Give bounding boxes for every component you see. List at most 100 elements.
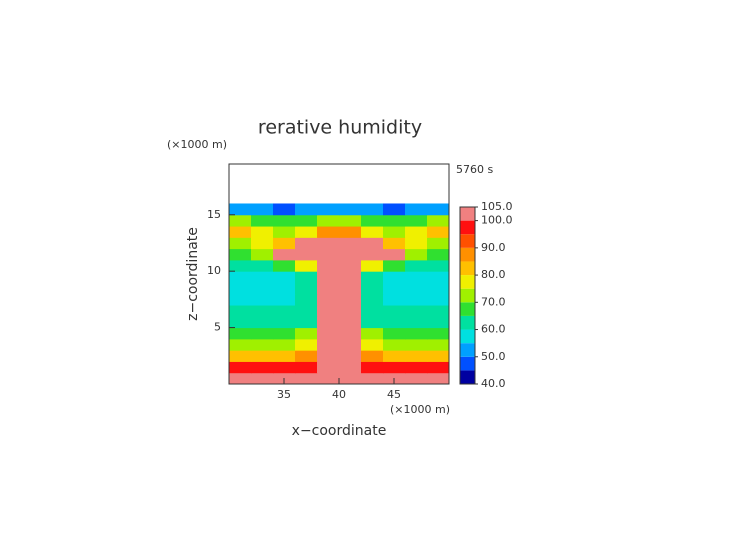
contour-cell (273, 338, 296, 351)
contour-cell (229, 237, 252, 250)
contour-cell (339, 293, 362, 306)
contour-cell (295, 226, 318, 238)
contour-cell (229, 293, 252, 306)
contour-cell (317, 259, 340, 272)
contour-cell (361, 350, 384, 362)
contour-cell (317, 327, 340, 340)
contour-cell (273, 350, 296, 362)
contour-cell (317, 248, 340, 261)
contour-cell (251, 214, 274, 227)
contour-cell (361, 248, 384, 261)
contour-cell (427, 203, 450, 216)
colorbar-band (460, 288, 475, 303)
contour-cell (427, 214, 450, 227)
colorbar-band (460, 343, 475, 357)
contour-cell (405, 248, 428, 261)
contour-cell (317, 338, 340, 351)
colorbar-band (460, 370, 475, 384)
contour-cell (383, 327, 406, 340)
contour-cell (383, 203, 406, 216)
contour-cell (273, 248, 296, 261)
contour-cell (383, 259, 406, 272)
contour-cell (295, 271, 318, 283)
colorbar-band (460, 302, 475, 316)
contour-cell (405, 271, 428, 283)
contour-cell (427, 248, 450, 261)
y-tick-label: 5 (214, 321, 221, 334)
x-tick-label: 40 (332, 388, 346, 401)
contour-cell (273, 237, 296, 250)
contour-cell (251, 327, 274, 340)
contour-cell (317, 361, 340, 374)
contour-cell (229, 248, 252, 261)
contour-cell (427, 237, 450, 250)
contour-cell (229, 316, 252, 329)
contour-cell (339, 350, 362, 362)
contour-cell (317, 282, 340, 295)
colorbar-frame (459, 206, 476, 385)
colorbar-tick-label: 40.0 (481, 377, 506, 390)
contour-cell (339, 327, 362, 340)
contour-cell (295, 282, 318, 295)
contour-cell (251, 316, 274, 329)
contour-cell (295, 237, 318, 250)
contour-cell (251, 248, 274, 261)
contour-cell (317, 372, 340, 385)
contour-cell (339, 361, 362, 374)
contour-cell (295, 316, 318, 329)
contour-cell (251, 237, 274, 250)
contour-cell (361, 361, 384, 374)
contour-cell (295, 338, 318, 351)
y-tick-label: 10 (207, 264, 221, 277)
x-axis-label: x−coordinate (292, 423, 387, 439)
contour-cell (295, 259, 318, 272)
contour-cell (229, 305, 252, 317)
contour-cell (339, 271, 362, 283)
contour-cell (317, 316, 340, 329)
contour-cell (339, 372, 362, 385)
contour-cell (383, 338, 406, 351)
contour-cell (361, 305, 384, 317)
contour-cell (339, 305, 362, 317)
colorbar-band (460, 247, 475, 262)
contour-cell (383, 361, 406, 374)
contour-cell (361, 271, 384, 283)
contour-cell (361, 226, 384, 238)
contour-cell (405, 259, 428, 272)
contour-cell (229, 214, 252, 227)
contour-cell (427, 350, 450, 362)
contour-cell (251, 361, 274, 374)
contour-cell (295, 248, 318, 261)
contour-cell (383, 214, 406, 227)
contour-cell (427, 305, 450, 317)
contour-cell (361, 259, 384, 272)
x-tick-label: 35 (277, 388, 291, 401)
contour-cell (273, 271, 296, 283)
contour-cell (405, 293, 428, 306)
x-unit: (×1000 m) (390, 403, 450, 416)
contour-cell (361, 214, 384, 227)
y-tick-label: 15 (207, 208, 221, 221)
contour-cell (273, 214, 296, 227)
contour-cell (405, 203, 428, 216)
contour-cell (229, 372, 252, 385)
contour-cell (251, 259, 274, 272)
contour-cell (229, 282, 252, 295)
colorbar-band (460, 315, 475, 330)
contour-cell (229, 361, 252, 374)
contour-cell (405, 372, 428, 385)
contour-cell (229, 271, 252, 283)
contour-cell (317, 214, 340, 227)
contour-cell (295, 372, 318, 385)
contour-cell (427, 338, 450, 351)
contour-cell (273, 226, 296, 238)
contour-cell (295, 293, 318, 306)
contour-cell (383, 350, 406, 362)
contour-cell (295, 350, 318, 362)
contour-cell (405, 237, 428, 250)
contour-cell (229, 203, 252, 216)
contour-cell (361, 203, 384, 216)
contour-cell (405, 350, 428, 362)
contour-cell (427, 259, 450, 272)
contour-cell (339, 248, 362, 261)
